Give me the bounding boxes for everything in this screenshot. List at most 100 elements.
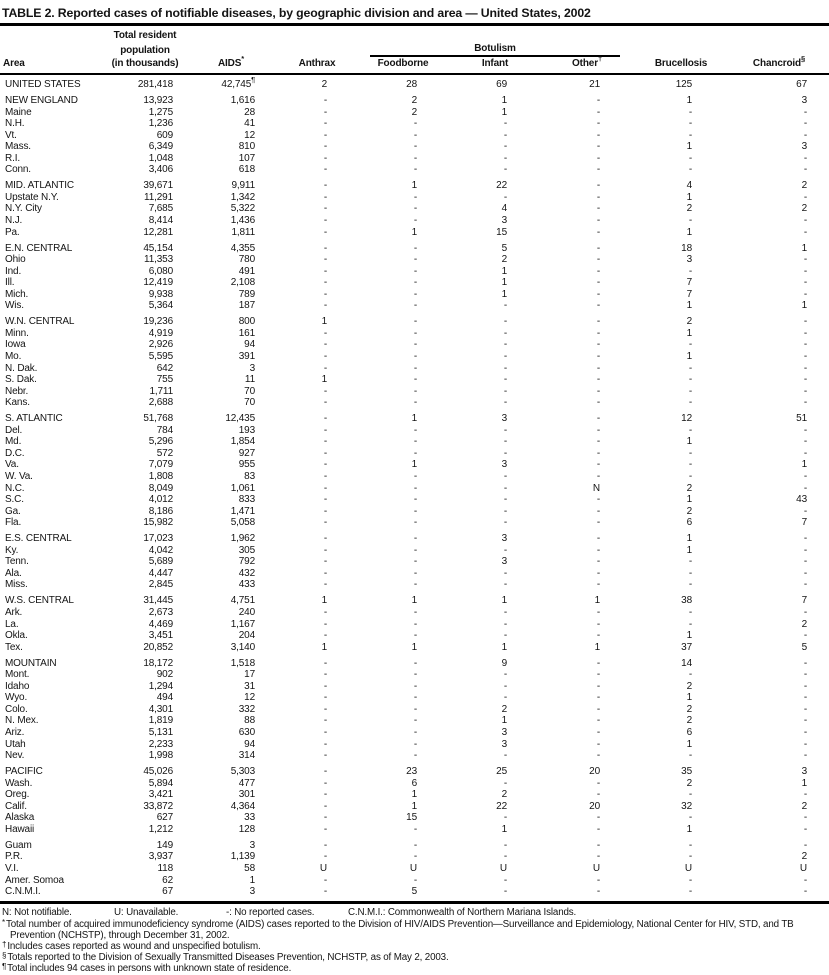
pop-cell: 11,353 xyxy=(144,254,173,266)
other-cell: - xyxy=(596,851,600,863)
other-cell: - xyxy=(596,191,600,203)
chancroid-cell: - xyxy=(803,385,807,397)
foodborne-cell: - xyxy=(413,277,417,289)
table-row: P.R. 3,937 1,139 - - - - - 2 xyxy=(0,851,829,863)
infant-cell: 3 xyxy=(501,738,508,750)
pop-cell: 51,768 xyxy=(143,413,173,425)
other-cell: - xyxy=(596,152,600,164)
aids-cell: 4,355 xyxy=(230,242,255,254)
pop-cell: 2,688 xyxy=(148,397,173,409)
anthrax-cell: - xyxy=(323,129,327,141)
table-row: Guam 149 3 - - - - - - xyxy=(0,835,829,851)
infant-cell: 3 xyxy=(501,556,508,568)
aids-cell: 618 xyxy=(238,164,255,176)
pop-cell: 4,301 xyxy=(148,703,173,715)
aids-cell: 955 xyxy=(238,459,255,471)
other-cell: - xyxy=(596,277,600,289)
chancroid-cell: 67 xyxy=(796,79,807,90)
anthrax-cell: - xyxy=(323,766,327,778)
infant-cell: - xyxy=(503,886,507,898)
col-header-spacer xyxy=(0,26,105,42)
anthrax-cell: - xyxy=(323,823,327,835)
table-row: Calif. 33,872 4,364 - 1 22 20 32 2 xyxy=(0,801,829,813)
anthrax-cell: - xyxy=(323,777,327,789)
infant-cell: - xyxy=(503,482,507,494)
brucellosis-cell: - xyxy=(688,750,692,762)
botulism-group-label: Botulism xyxy=(370,42,620,57)
infant-cell: - xyxy=(503,362,507,374)
aids-cell: 332 xyxy=(238,703,255,715)
aids-cell: 630 xyxy=(238,726,255,738)
other-cell: - xyxy=(596,362,600,374)
legend-item: N: Not notifiable. xyxy=(2,906,72,918)
chancroid-cell: - xyxy=(803,505,807,517)
area-cell: W. Va. xyxy=(5,471,33,482)
table-row: Mich. 9,938 789 - - 1 - 7 - xyxy=(0,289,829,301)
brucellosis-cell: 6 xyxy=(686,726,693,738)
anthrax-cell: - xyxy=(323,750,327,762)
aids-cell: 491 xyxy=(238,265,255,277)
table-row: Iowa 2,926 94 - - - - - - xyxy=(0,339,829,351)
chancroid-cell: - xyxy=(803,471,807,482)
foodborne-cell: - xyxy=(413,327,417,339)
infant-cell: - xyxy=(503,544,507,556)
aids-cell: 240 xyxy=(238,607,255,619)
brucellosis-cell: - xyxy=(688,215,692,227)
foodborne-cell: - xyxy=(413,680,417,692)
brucellosis-cell: 7 xyxy=(686,288,693,300)
brucellosis-cell: - xyxy=(688,607,692,619)
infant-cell: 1 xyxy=(501,95,508,107)
area-cell: Colo. xyxy=(5,703,28,715)
infant-cell: 22 xyxy=(496,800,507,812)
foodborne-cell: 5 xyxy=(411,886,418,898)
area-cell: Wash. xyxy=(5,777,33,789)
other-cell: U xyxy=(592,863,600,874)
anthrax-cell: - xyxy=(323,339,327,351)
infant-cell: U xyxy=(499,863,507,874)
pop-cell: 5,894 xyxy=(148,777,173,789)
col-header-population-line2: population xyxy=(120,45,170,56)
aids-cell: 107 xyxy=(238,152,255,164)
table-row: MOUNTAIN 18,172 1,518 - - 9 - 14 - xyxy=(0,653,829,669)
chancroid-cell: - xyxy=(803,533,807,545)
chancroid-cell: - xyxy=(803,812,807,824)
foodborne-cell: - xyxy=(413,385,417,397)
aids-cell: 792 xyxy=(238,556,255,568)
brucellosis-cell: 1 xyxy=(686,191,693,203)
chancroid-cell: - xyxy=(803,482,807,494)
area-cell: W.N. CENTRAL xyxy=(5,316,75,328)
infant-cell: - xyxy=(503,750,507,762)
chancroid-cell: - xyxy=(803,839,807,851)
area-cell: Fla. xyxy=(5,517,22,529)
foodborne-cell: 28 xyxy=(406,79,417,90)
aids-cell: 88 xyxy=(244,715,255,727)
brucellosis-cell: - xyxy=(688,118,692,130)
anthrax-cell: - xyxy=(323,726,327,738)
anthrax-cell: - xyxy=(323,851,327,863)
other-cell: - xyxy=(596,680,600,692)
table-row: La. 4,469 1,167 - - - - - 2 xyxy=(0,619,829,631)
foodborne-cell: - xyxy=(413,839,417,851)
foodborne-cell: 1 xyxy=(411,180,418,192)
infant-cell: - xyxy=(503,424,507,436)
pop-cell: 5,296 xyxy=(148,436,173,448)
other-cell: - xyxy=(596,424,600,436)
chancroid-cell: 1 xyxy=(801,242,808,254)
aids-cell: 58 xyxy=(244,863,255,874)
area-cell: Oreg. xyxy=(5,789,30,801)
brucellosis-cell: 2 xyxy=(686,203,693,215)
brucellosis-cell: 1 xyxy=(686,823,693,835)
table-row: Kans. 2,688 70 - - - - - - xyxy=(0,397,829,409)
pop-cell: 118 xyxy=(157,863,174,874)
brucellosis-cell: 2 xyxy=(686,703,693,715)
brucellosis-cell: - xyxy=(688,812,692,824)
aids-cell: 4,364 xyxy=(230,800,255,812)
infant-cell: - xyxy=(503,300,507,312)
pop-cell: 33,872 xyxy=(143,800,173,812)
pop-cell: 5,689 xyxy=(148,556,173,568)
anthrax-cell: - xyxy=(323,482,327,494)
infant-cell: - xyxy=(503,812,507,824)
area-cell: N.J. xyxy=(5,215,23,227)
foodborne-cell: - xyxy=(413,579,417,591)
aids-cell: 5,322 xyxy=(230,203,255,215)
